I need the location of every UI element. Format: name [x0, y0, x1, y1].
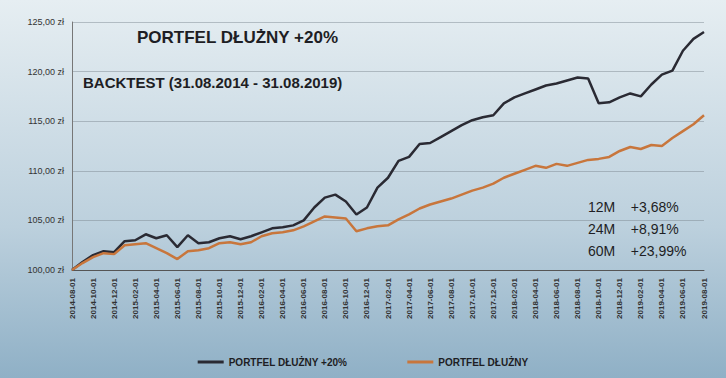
svg-text:2015-08-01: 2015-08-01 [194, 277, 203, 318]
svg-text:2019-04-01: 2019-04-01 [657, 277, 666, 318]
svg-text:2016-08-01: 2016-08-01 [320, 277, 329, 318]
svg-text:2016-02-01: 2016-02-01 [257, 277, 266, 318]
svg-text:2015-04-01: 2015-04-01 [152, 277, 161, 318]
svg-text:2017-08-01: 2017-08-01 [447, 277, 456, 318]
svg-text:2015-02-01: 2015-02-01 [131, 277, 140, 318]
svg-text:12M +3,68%: 12M +3,68% [588, 199, 679, 215]
svg-text:PORTFEL DŁUŻNY: PORTFEL DŁUŻNY [438, 356, 528, 368]
svg-text:BACKTEST (31.08.2014 - 31.08.2: BACKTEST (31.08.2014 - 31.08.2019) [83, 74, 342, 91]
svg-text:115,00 zł: 115,00 zł [28, 116, 64, 126]
svg-text:PORTFEL DŁUŻNY +20%: PORTFEL DŁUŻNY +20% [137, 28, 338, 47]
svg-text:2014-08-01: 2014-08-01 [68, 277, 77, 318]
svg-text:2017-10-01: 2017-10-01 [468, 277, 477, 318]
svg-text:2015-12-01: 2015-12-01 [236, 277, 245, 318]
svg-text:2016-06-01: 2016-06-01 [299, 277, 308, 318]
svg-text:2019-06-01: 2019-06-01 [678, 277, 687, 318]
svg-text:2018-02-01: 2018-02-01 [510, 277, 519, 318]
svg-text:24M +8,91%: 24M +8,91% [588, 221, 679, 237]
svg-text:2018-04-01: 2018-04-01 [531, 277, 540, 318]
svg-text:2015-10-01: 2015-10-01 [215, 277, 224, 318]
svg-text:100,00 zł: 100,00 zł [27, 265, 64, 275]
svg-text:2019-08-01: 2019-08-01 [700, 277, 709, 318]
svg-text:110,00 zł: 110,00 zł [28, 166, 64, 176]
svg-text:60M +23,99%: 60M +23,99% [588, 243, 686, 259]
svg-text:125,00 zł: 125,00 zł [27, 17, 64, 27]
svg-text:2017-02-01: 2017-02-01 [384, 277, 393, 318]
svg-text:2018-12-01: 2018-12-01 [615, 277, 624, 318]
svg-text:2016-12-01: 2016-12-01 [362, 277, 371, 318]
svg-text:2019-02-01: 2019-02-01 [636, 277, 645, 318]
svg-text:2018-06-01: 2018-06-01 [552, 277, 561, 318]
svg-text:2018-08-01: 2018-08-01 [573, 277, 582, 318]
svg-text:120,00 zł: 120,00 zł [27, 67, 64, 77]
svg-text:2017-04-01: 2017-04-01 [405, 277, 414, 318]
svg-text:105,00 zł: 105,00 zł [27, 215, 64, 225]
svg-text:2015-06-01: 2015-06-01 [173, 277, 182, 318]
svg-text:PORTFEL DŁUŻNY +20%: PORTFEL DŁUŻNY +20% [229, 356, 347, 368]
svg-text:2014-10-01: 2014-10-01 [89, 277, 98, 318]
svg-text:2017-06-01: 2017-06-01 [426, 277, 435, 318]
svg-text:2014-12-01: 2014-12-01 [110, 277, 119, 318]
svg-text:2018-10-01: 2018-10-01 [594, 277, 603, 318]
svg-text:2016-04-01: 2016-04-01 [278, 277, 287, 318]
svg-text:2016-10-01: 2016-10-01 [341, 277, 350, 318]
svg-text:2017-12-01: 2017-12-01 [489, 277, 498, 318]
